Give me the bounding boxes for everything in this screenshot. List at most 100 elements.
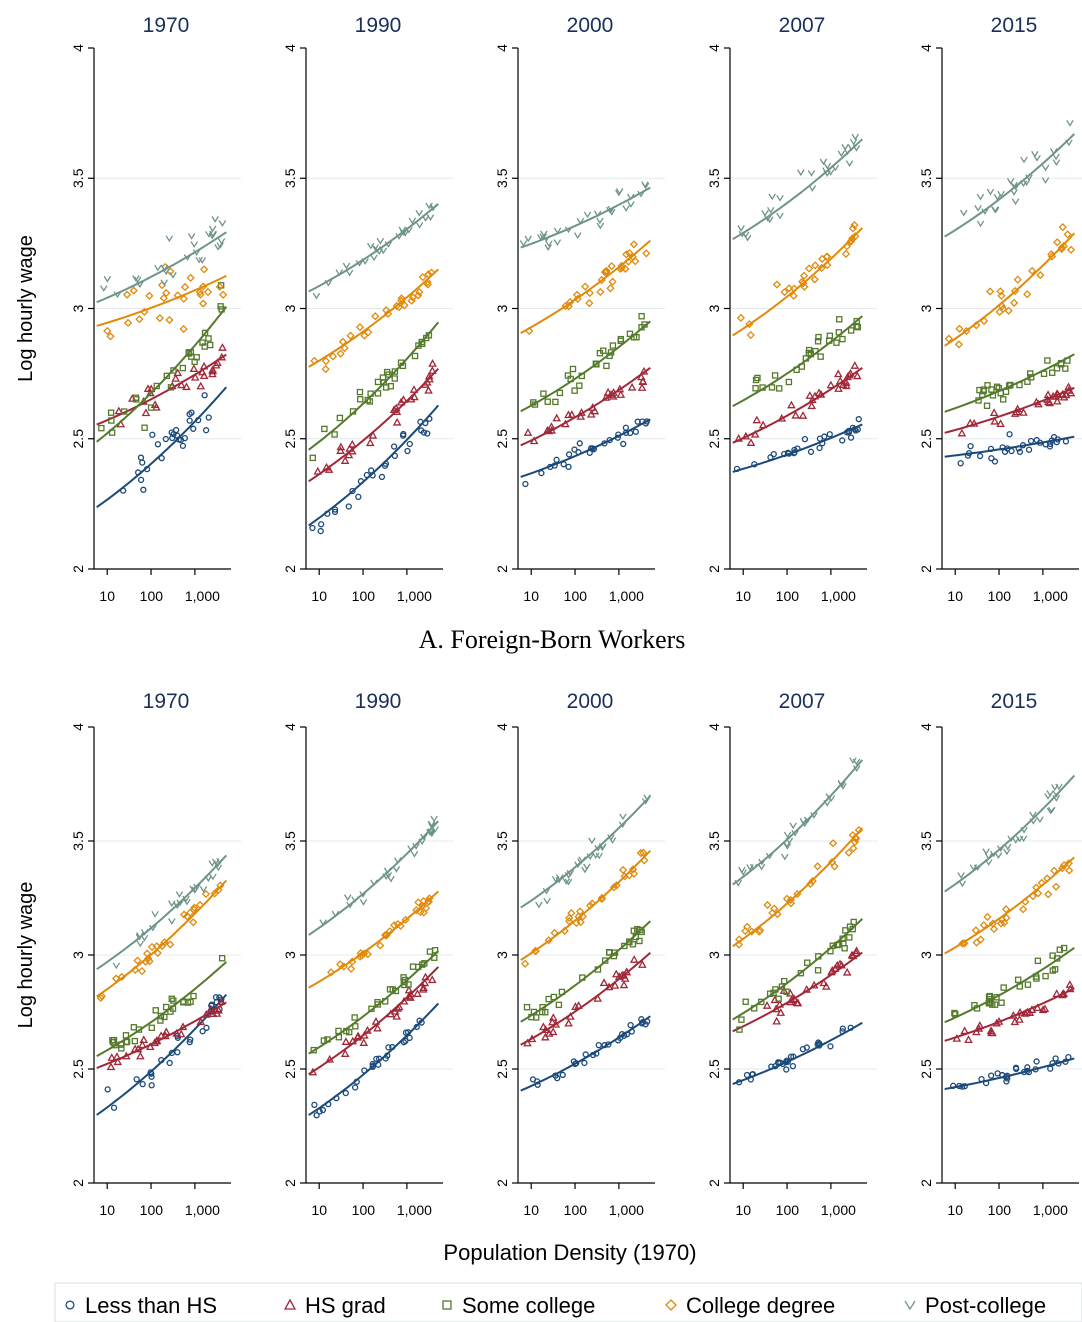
marker-circle	[369, 1063, 376, 1070]
marker-diamond	[210, 889, 219, 898]
subplot-1990: 1990 2 2.5 3 3.5 4 10 100 1,000	[282, 14, 453, 604]
marker-chevron	[359, 899, 368, 906]
marker-diamond	[321, 356, 331, 366]
marker-circle	[1025, 446, 1033, 453]
subplot-title: 1970	[143, 690, 190, 713]
marker-square	[738, 1016, 745, 1023]
marker-square	[152, 1007, 159, 1014]
marker-triangle	[590, 406, 600, 415]
panel-title: A. Foreign-Born Workers	[419, 625, 686, 654]
fit-line	[520, 186, 651, 249]
marker-square	[374, 378, 382, 386]
marker-diamond	[189, 918, 198, 927]
subplot-title: 1970	[143, 14, 190, 37]
x-tick-label: 1,000	[821, 588, 856, 604]
marker-chevron	[208, 225, 217, 233]
marker-square	[421, 960, 428, 967]
marker-triangle	[619, 980, 629, 989]
marker-chevron	[133, 276, 142, 284]
y-tick-label: 3	[706, 304, 722, 312]
marker-chevron	[776, 194, 784, 202]
y-tick-label: 2	[918, 1179, 934, 1187]
marker-square	[980, 387, 987, 395]
marker-diamond	[628, 252, 637, 261]
marker-triangle	[1066, 388, 1076, 397]
marker-chevron	[149, 924, 157, 932]
y-tick-label: 4	[706, 723, 722, 731]
marker-circle	[319, 1106, 327, 1114]
marker-triangle	[552, 413, 562, 422]
marker-square	[815, 333, 822, 341]
marker-triangle	[368, 430, 378, 439]
marker-diamond	[165, 315, 174, 325]
marker-square	[120, 408, 128, 415]
series-college-degree	[308, 268, 439, 374]
marker-circle	[632, 428, 639, 435]
series-hs-grad	[520, 366, 651, 447]
marker-chevron	[175, 891, 184, 898]
marker-diamond	[103, 326, 112, 336]
marker-triangle	[208, 1009, 218, 1017]
marker-triangle	[365, 438, 375, 447]
x-tick-label: 1,000	[397, 1202, 432, 1218]
marker-triangle	[336, 442, 346, 451]
marker-diamond	[983, 912, 992, 922]
marker-diamond	[346, 964, 356, 973]
marker-circle	[855, 416, 862, 423]
marker-square	[752, 385, 759, 392]
series-some-college	[308, 321, 440, 462]
series-college-degree	[944, 856, 1075, 955]
series-less-than-hs	[732, 1021, 863, 1086]
marker-chevron	[408, 217, 417, 225]
marker-chevron	[190, 241, 198, 248]
marker-diamond	[976, 935, 985, 944]
fit-line	[96, 306, 228, 443]
marker-circle	[783, 1066, 790, 1073]
marker-square	[626, 938, 633, 945]
marker-circle	[149, 431, 156, 438]
marker-chevron	[168, 918, 176, 925]
marker-square	[163, 372, 170, 380]
fit-line	[944, 435, 1075, 458]
marker-square	[179, 364, 187, 372]
marker-circle	[345, 503, 352, 510]
y-tick-label: 4	[70, 723, 86, 731]
marker-triangle	[141, 408, 151, 417]
series-post-college	[732, 757, 864, 887]
marker-triangle	[344, 450, 354, 459]
marker-diamond	[162, 288, 171, 298]
marker-diamond	[1063, 230, 1072, 239]
series-some-college	[732, 315, 863, 407]
marker-circle	[581, 1059, 588, 1067]
marker-chevron	[757, 863, 766, 871]
marker-square	[199, 339, 206, 346]
y-tick-label: 4	[918, 44, 934, 52]
marker-circle	[137, 454, 145, 461]
marker-chevron	[583, 863, 591, 871]
x-tick-label: 1,000	[821, 1202, 856, 1218]
marker-square	[636, 937, 643, 945]
marker-chevron	[904, 1300, 916, 1311]
marker-circle	[1008, 447, 1015, 455]
marker-square	[607, 349, 615, 356]
subplot-title: 2000	[567, 690, 614, 713]
series-college-degree	[520, 239, 651, 336]
marker-circle	[827, 1043, 834, 1050]
marker-circle	[158, 454, 165, 462]
marker-chevron	[379, 247, 388, 255]
marker-chevron	[823, 162, 832, 170]
marker-triangle	[564, 410, 573, 419]
marker-square	[842, 927, 849, 934]
marker-circle	[522, 480, 529, 488]
marker-chevron	[1003, 848, 1011, 856]
marker-square	[374, 1001, 381, 1008]
y-tick-label: 4	[494, 723, 510, 731]
marker-chevron	[615, 188, 624, 195]
y-tick-label: 2	[70, 565, 86, 573]
marker-square	[571, 387, 578, 394]
marker-square	[131, 1037, 139, 1045]
marker-circle	[847, 434, 855, 441]
marker-triangle	[139, 1035, 149, 1044]
marker-triangle	[190, 372, 200, 381]
